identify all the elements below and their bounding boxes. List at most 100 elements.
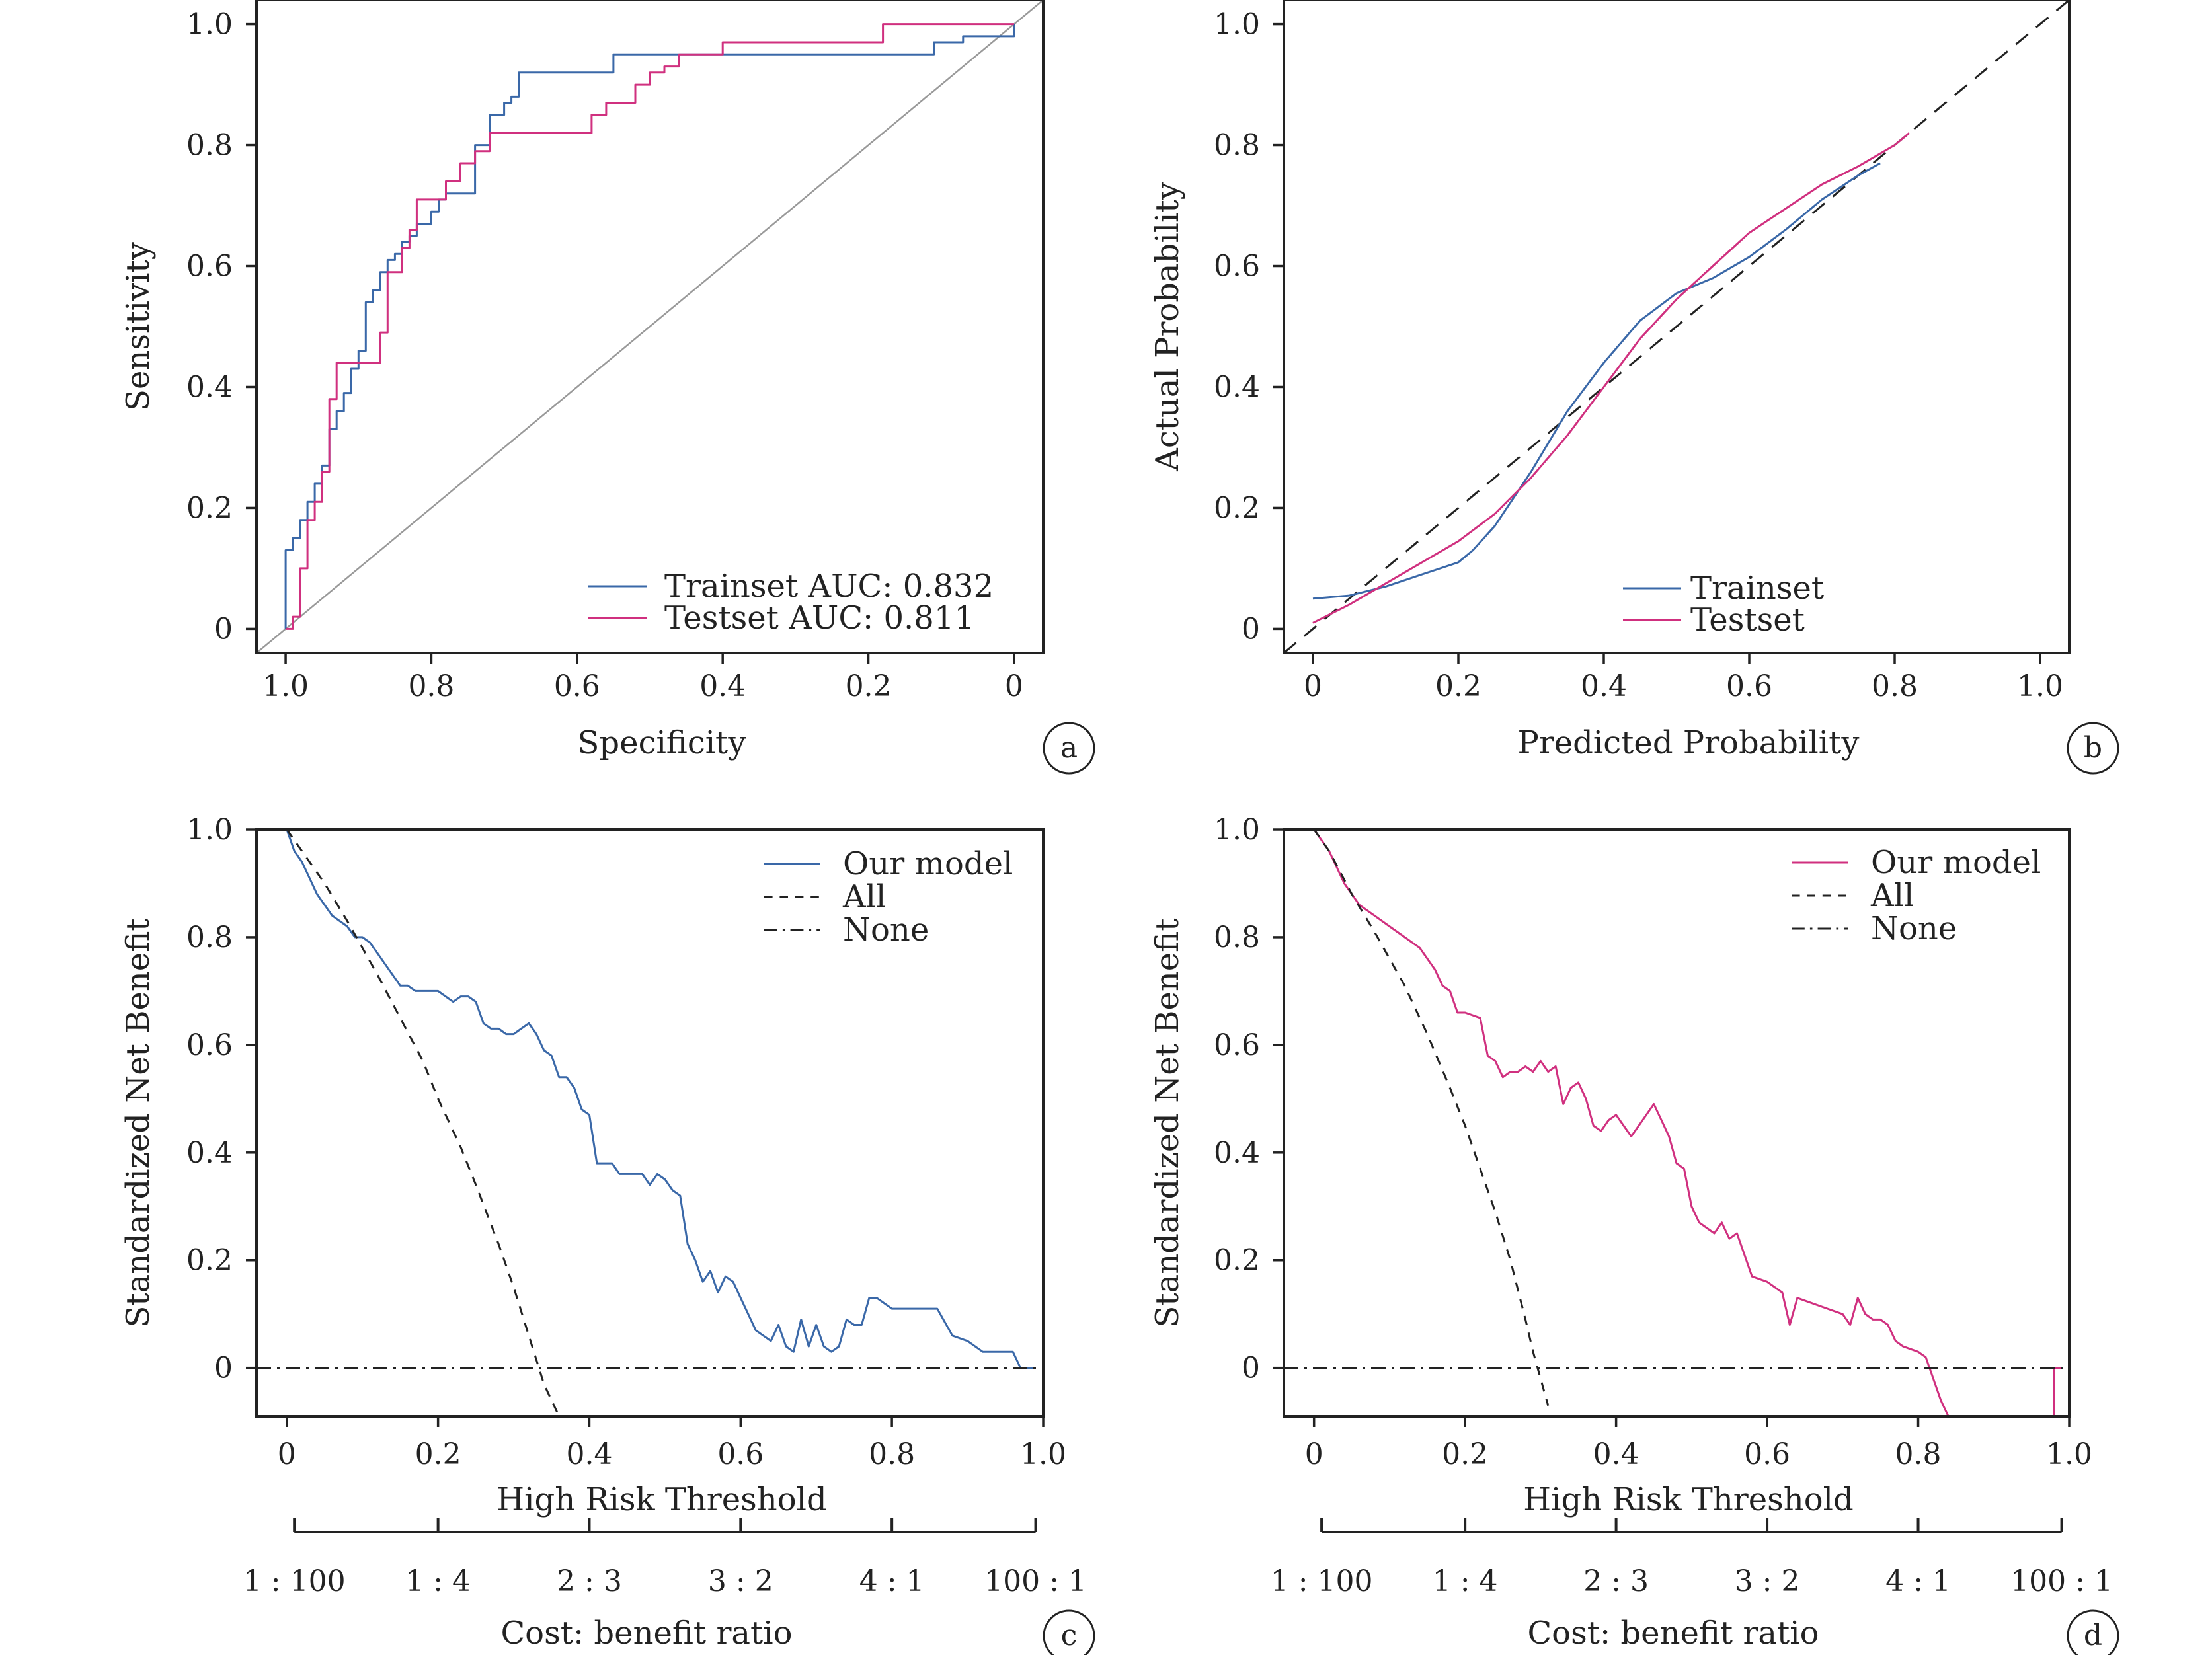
y-tick-label: 0.2 xyxy=(186,1244,233,1278)
x-tick-label: 0.2 xyxy=(1435,670,1481,703)
panel-a: 1.0 0.8 0.6 0.4 0.2 0 0 0.2 0.4 0.6 0.8 1.0 Specific… xyxy=(120,0,1095,775)
x-tick-label: 1.0 xyxy=(2046,1438,2092,1471)
y-tick-label: 0.4 xyxy=(1214,1136,1260,1170)
y-tick-label: 0.8 xyxy=(186,129,233,163)
x-tick-label: 0.6 xyxy=(554,670,600,703)
plot-frame xyxy=(1283,0,2071,654)
y-tick-label: 0 xyxy=(214,612,233,646)
legend-label: All xyxy=(842,878,886,915)
x-tick-label: 0.8 xyxy=(869,1438,915,1471)
panel-letter-circle xyxy=(2067,722,2119,775)
x-axis-title: High Risk Threshold xyxy=(496,1481,826,1518)
x-tick-label: 0.8 xyxy=(408,670,454,703)
panel-letter-circle xyxy=(1043,722,1095,775)
legend-label: Our model xyxy=(843,845,1013,882)
cost-benefit-label: 100 : 1 xyxy=(2010,1564,2113,1598)
cost-benefit-label: 1 : 4 xyxy=(405,1564,471,1598)
y-tick-label: 0.6 xyxy=(186,1028,233,1062)
y-tick-label: 0.6 xyxy=(186,250,233,284)
legend-label: All xyxy=(1870,877,1914,914)
y-tick-label: 1.0 xyxy=(1214,8,1260,42)
legend-label: Testset xyxy=(1690,601,1805,638)
x-tick-label: 0 xyxy=(278,1438,296,1471)
cost-benefit-label: 3 : 2 xyxy=(708,1564,773,1598)
cost-benefit-label: 4 : 1 xyxy=(859,1564,925,1598)
x-tick-label: 0.6 xyxy=(1726,670,1772,703)
x-tick-label: 0.6 xyxy=(1744,1438,1790,1471)
panel-letter: b xyxy=(2084,731,2102,765)
y-tick-label: 0.2 xyxy=(1214,491,1260,525)
x-axis-title: High Risk Threshold xyxy=(1523,1481,1853,1518)
cost-benefit-label: 3 : 2 xyxy=(1735,1564,1800,1598)
y-axis-title: Sensitivity xyxy=(120,242,157,411)
y-tick-label: 0.6 xyxy=(1214,1028,1260,1062)
x-tick-label: 0 xyxy=(1005,670,1023,703)
y-tick-label: 0.6 xyxy=(1214,250,1260,284)
series-line-all xyxy=(286,829,561,1416)
cost-benefit-label: 2 : 3 xyxy=(1583,1564,1649,1598)
cost-benefit-label: 1 : 100 xyxy=(1271,1564,1373,1598)
x-tick-label: 0.4 xyxy=(566,1438,612,1471)
y-tick-label: 1.0 xyxy=(1214,813,1260,847)
panel-c: 0 0.2 0.4 0.6 0.8 1.0 0 0.2 0.4 0.6 0.8 1.0 High Ris… xyxy=(120,813,1095,1655)
y-tick-label: 0.8 xyxy=(1214,129,1260,163)
panel-b: 0 0.2 0.4 0.6 0.8 1.0 0 0.2 0.4 0.6 0.8 1.0 Predicte… xyxy=(1149,0,2119,775)
legend-label: Testset AUC: 0.811 xyxy=(664,599,974,636)
x-axis-title: Specificity xyxy=(578,724,746,761)
x-tick-label: 0.2 xyxy=(415,1438,461,1471)
series-line-trainset xyxy=(284,24,1015,629)
reference-line xyxy=(1284,0,2069,653)
x-tick-label: 0.4 xyxy=(699,670,746,703)
y-tick-label: 0 xyxy=(214,1352,233,1385)
legend-label: None xyxy=(1871,910,1957,947)
series-line-our xyxy=(286,829,1036,1369)
y-tick-label: 0.2 xyxy=(186,491,233,525)
reference-line xyxy=(257,0,1043,653)
y-tick-label: 0 xyxy=(1242,612,1260,646)
y-axis-title: Actual Probability xyxy=(1149,182,1186,472)
panel-d: 0 0.2 0.4 0.6 0.8 1.0 0 0.2 0.4 0.6 0.8 1.0 High Ris… xyxy=(1149,813,2119,1655)
plot-frame xyxy=(255,0,1045,654)
y-tick-label: 1.0 xyxy=(186,813,233,847)
x-tick-label: 0.2 xyxy=(1442,1438,1488,1471)
cost-benefit-title: Cost: benefit ratio xyxy=(500,1615,792,1652)
y-tick-label: 0.8 xyxy=(186,921,233,954)
series-line-our xyxy=(1313,829,2062,1416)
cost-benefit-title: Cost: benefit ratio xyxy=(1527,1615,1819,1652)
y-axis-title: Standardized Net Benefit xyxy=(1149,918,1186,1327)
cost-benefit-label: 4 : 1 xyxy=(1885,1564,1951,1598)
plot-frame xyxy=(1283,828,2071,1418)
legend-label: None xyxy=(843,911,929,948)
series-line-all xyxy=(1313,829,1550,1406)
cost-benefit-label: 1 : 4 xyxy=(1433,1564,1498,1598)
panel-letter: a xyxy=(1060,731,1078,765)
x-tick-label: 1.0 xyxy=(262,670,309,703)
x-tick-label: 0 xyxy=(1305,1438,1323,1471)
series-line-trainset xyxy=(1312,162,1881,600)
y-tick-label: 0.2 xyxy=(1214,1244,1260,1278)
y-tick-label: 0.4 xyxy=(186,370,233,404)
x-axis-title: Predicted Probability xyxy=(1518,724,1860,761)
x-tick-label: 0 xyxy=(1304,670,1322,703)
x-tick-label: 0.6 xyxy=(717,1438,764,1471)
y-tick-label: 0.4 xyxy=(1214,370,1260,404)
y-tick-label: 1.0 xyxy=(186,8,233,42)
cost-benefit-label: 100 : 1 xyxy=(984,1564,1087,1598)
y-axis-title: Standardized Net Benefit xyxy=(120,918,157,1327)
panel-letter: d xyxy=(2084,1619,2102,1652)
panel-letter: c xyxy=(1061,1619,1078,1652)
x-tick-label: 0.8 xyxy=(1872,670,1918,703)
cost-benefit-label: 1 : 100 xyxy=(243,1564,346,1598)
x-tick-label: 1.0 xyxy=(1020,1438,1066,1471)
y-tick-label: 0.8 xyxy=(1214,921,1260,954)
cost-benefit-label: 2 : 3 xyxy=(557,1564,622,1598)
x-tick-label: 0.2 xyxy=(846,670,892,703)
plot-frame xyxy=(255,828,1045,1418)
y-tick-label: 0 xyxy=(1242,1352,1260,1385)
series-line-testset xyxy=(286,23,1014,630)
